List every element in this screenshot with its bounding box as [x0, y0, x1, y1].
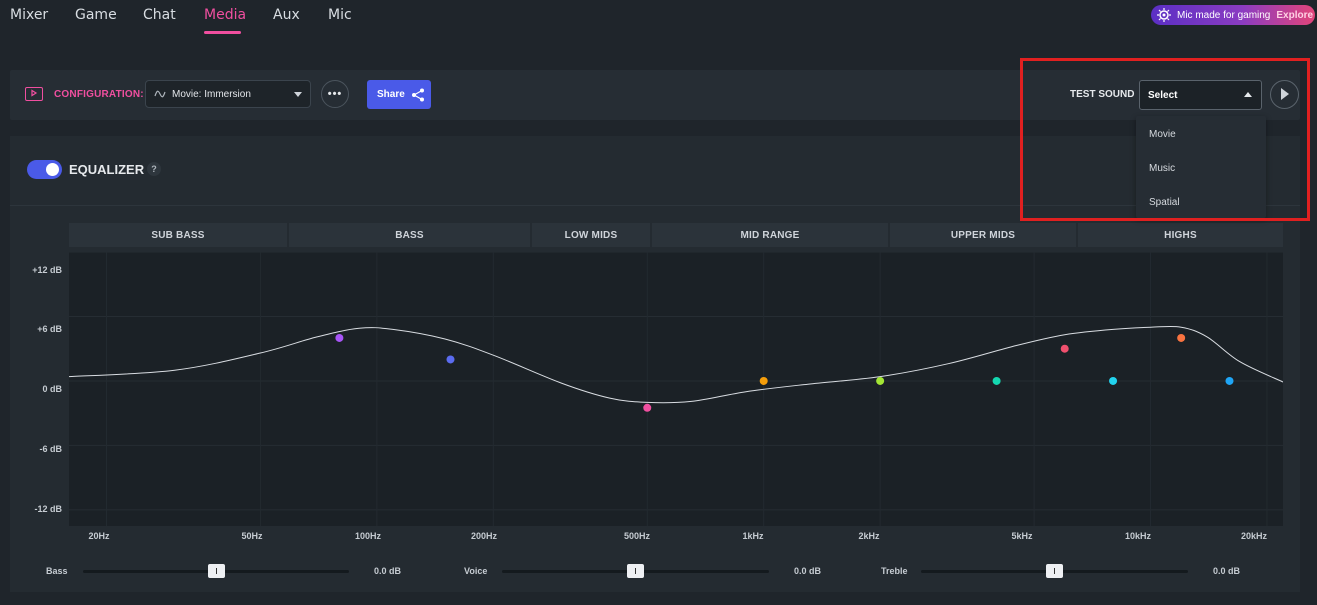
test-sound-label: TEST SOUND: [1070, 89, 1135, 100]
x-tick-label: 20kHz: [1240, 531, 1268, 541]
chevron-down-icon: [294, 92, 302, 97]
promo-explore-link[interactable]: Explore: [1276, 9, 1314, 21]
eq-band-handle-3[interactable]: [643, 403, 652, 412]
x-tick-label: 100Hz: [354, 531, 382, 541]
preset-dropdown[interactable]: Movie: Immersion: [145, 80, 311, 108]
steelseries-logo-icon: [1157, 8, 1171, 22]
y-tick-label: +12 dB: [32, 265, 62, 275]
y-tick-label: -12 dB: [34, 504, 62, 514]
tab-mic[interactable]: Mic: [328, 7, 352, 23]
x-tick-label: 200Hz: [470, 531, 498, 541]
x-tick-label: 10kHz: [1124, 531, 1152, 541]
treble-slider-thumb[interactable]: [1046, 564, 1063, 578]
help-icon[interactable]: ?: [147, 162, 161, 176]
tab-aux[interactable]: Aux: [273, 7, 300, 23]
y-tick-label: -6 dB: [39, 444, 63, 454]
eq-response-curve: [69, 325, 1283, 404]
eq-band-handle-1[interactable]: [335, 333, 344, 342]
x-tick-label: 5kHz: [1011, 531, 1033, 541]
active-tab-indicator: [204, 31, 241, 34]
highlight-box: [1020, 58, 1310, 221]
band-upper-mids: UPPER MIDS: [890, 223, 1076, 247]
preset-value: Movie: Immersion: [172, 88, 251, 100]
equalizer-toggle[interactable]: [27, 160, 62, 179]
promo-banner[interactable]: Mic made for gaming Explore: [1151, 5, 1315, 25]
waveform-icon: [154, 90, 166, 98]
voice-slider-value: 0.0 dB: [794, 566, 822, 576]
menu-item-spatial[interactable]: Spatial: [1149, 197, 1180, 208]
x-tick-label: 50Hz: [241, 531, 263, 541]
bass-slider-label: Bass: [46, 566, 68, 576]
tab-mixer[interactable]: Mixer: [10, 7, 49, 23]
bass-slider-value: 0.0 dB: [374, 566, 402, 576]
menu-item-music[interactable]: Music: [1149, 163, 1176, 174]
eq-band-handle-8[interactable]: [1109, 376, 1118, 385]
voice-slider-label: Voice: [464, 566, 488, 576]
eq-plot[interactable]: [69, 252, 1283, 526]
chevron-up-icon: [1244, 92, 1252, 97]
equalizer-title: EQUALIZER: [69, 162, 145, 177]
eq-band-handle-9[interactable]: [1177, 333, 1186, 342]
play-icon: [1281, 88, 1289, 100]
band-bass: BASS: [289, 223, 530, 247]
divider: [10, 205, 1300, 206]
eq-band-handle-6[interactable]: [992, 376, 1001, 385]
toggle-knob: [46, 163, 59, 176]
voice-slider-thumb[interactable]: [627, 564, 644, 578]
eq-band-handle-4[interactable]: [759, 376, 768, 385]
x-tick-label: 1kHz: [742, 531, 764, 541]
eq-band-handle-2[interactable]: [446, 355, 455, 364]
treble-slider-label: Treble: [881, 566, 908, 576]
test-sound-value: Select: [1148, 89, 1178, 101]
media-play-icon: [25, 87, 43, 101]
tab-media[interactable]: Media: [204, 7, 247, 23]
tab-chat[interactable]: Chat: [143, 7, 176, 23]
band-highs: HIGHS: [1078, 223, 1283, 247]
configuration-label: CONFIGURATION:: [54, 89, 144, 100]
x-tick-label: 500Hz: [623, 531, 651, 541]
test-sound-dropdown[interactable]: Select: [1139, 80, 1262, 110]
eq-band-handle-10[interactable]: [1225, 376, 1234, 385]
eq-chart[interactable]: [69, 252, 1283, 526]
tab-game[interactable]: Game: [75, 7, 117, 23]
x-tick-label: 20Hz: [88, 531, 110, 541]
y-tick-label: 0 dB: [42, 384, 62, 394]
band-mid-range: MID RANGE: [652, 223, 888, 247]
menu-item-movie[interactable]: Movie: [1149, 129, 1176, 140]
band-low-mids: LOW MIDS: [532, 223, 650, 247]
y-tick-label: +6 dB: [37, 324, 62, 334]
share-label: Share: [377, 89, 405, 100]
treble-slider-value: 0.0 dB: [1213, 566, 1241, 576]
test-sound-menu: Movie Music Spatial: [1136, 116, 1266, 218]
share-button[interactable]: Share: [367, 80, 431, 109]
more-options-button[interactable]: •••: [321, 80, 349, 108]
eq-band-handle-7[interactable]: [1060, 344, 1069, 353]
band-sub-bass: SUB BASS: [69, 223, 287, 247]
share-icon: [411, 88, 424, 101]
play-test-sound-button[interactable]: [1270, 80, 1299, 109]
bass-slider-thumb[interactable]: [208, 564, 225, 578]
eq-band-handle-5[interactable]: [876, 376, 885, 385]
x-tick-label: 2kHz: [858, 531, 880, 541]
promo-text: Mic made for gaming: [1177, 9, 1271, 21]
